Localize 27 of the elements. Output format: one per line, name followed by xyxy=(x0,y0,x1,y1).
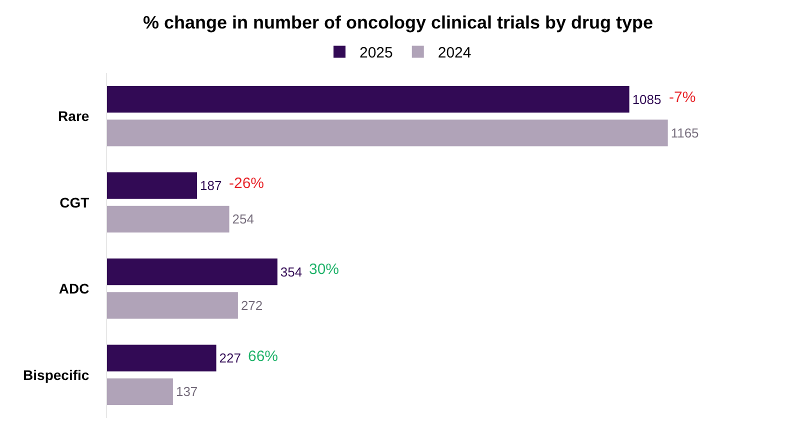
bar xyxy=(107,378,173,405)
y-tick-label: Bispecific xyxy=(23,366,90,383)
y-tick-label: Rare xyxy=(58,108,90,124)
bar xyxy=(107,120,668,146)
data-label: 1165 xyxy=(670,125,699,140)
y-tick-label: ADC xyxy=(58,280,90,297)
bar xyxy=(107,172,198,199)
bar xyxy=(107,344,216,372)
data-label: 254 xyxy=(232,212,254,227)
bar xyxy=(107,206,230,232)
annotation: 66% xyxy=(248,348,278,365)
annotation: -7% xyxy=(669,89,696,106)
data-label: 354 xyxy=(280,264,302,280)
bar xyxy=(107,86,630,113)
data-label: 272 xyxy=(240,298,263,313)
data-label: 187 xyxy=(200,178,222,194)
bar xyxy=(107,258,278,286)
annotation: -26% xyxy=(229,175,264,192)
legend-label: 2025 xyxy=(360,44,393,62)
legend-label: 2024 xyxy=(438,44,472,62)
data-label: 1085 xyxy=(632,92,662,107)
chart-title: % change in number of oncology clinical trials by drug type xyxy=(142,12,654,32)
bar xyxy=(107,292,238,319)
y-tick-label: CGT xyxy=(60,194,90,210)
annotation: 30% xyxy=(309,261,340,278)
data-label: 137 xyxy=(176,384,198,400)
data-label: 227 xyxy=(219,350,241,366)
